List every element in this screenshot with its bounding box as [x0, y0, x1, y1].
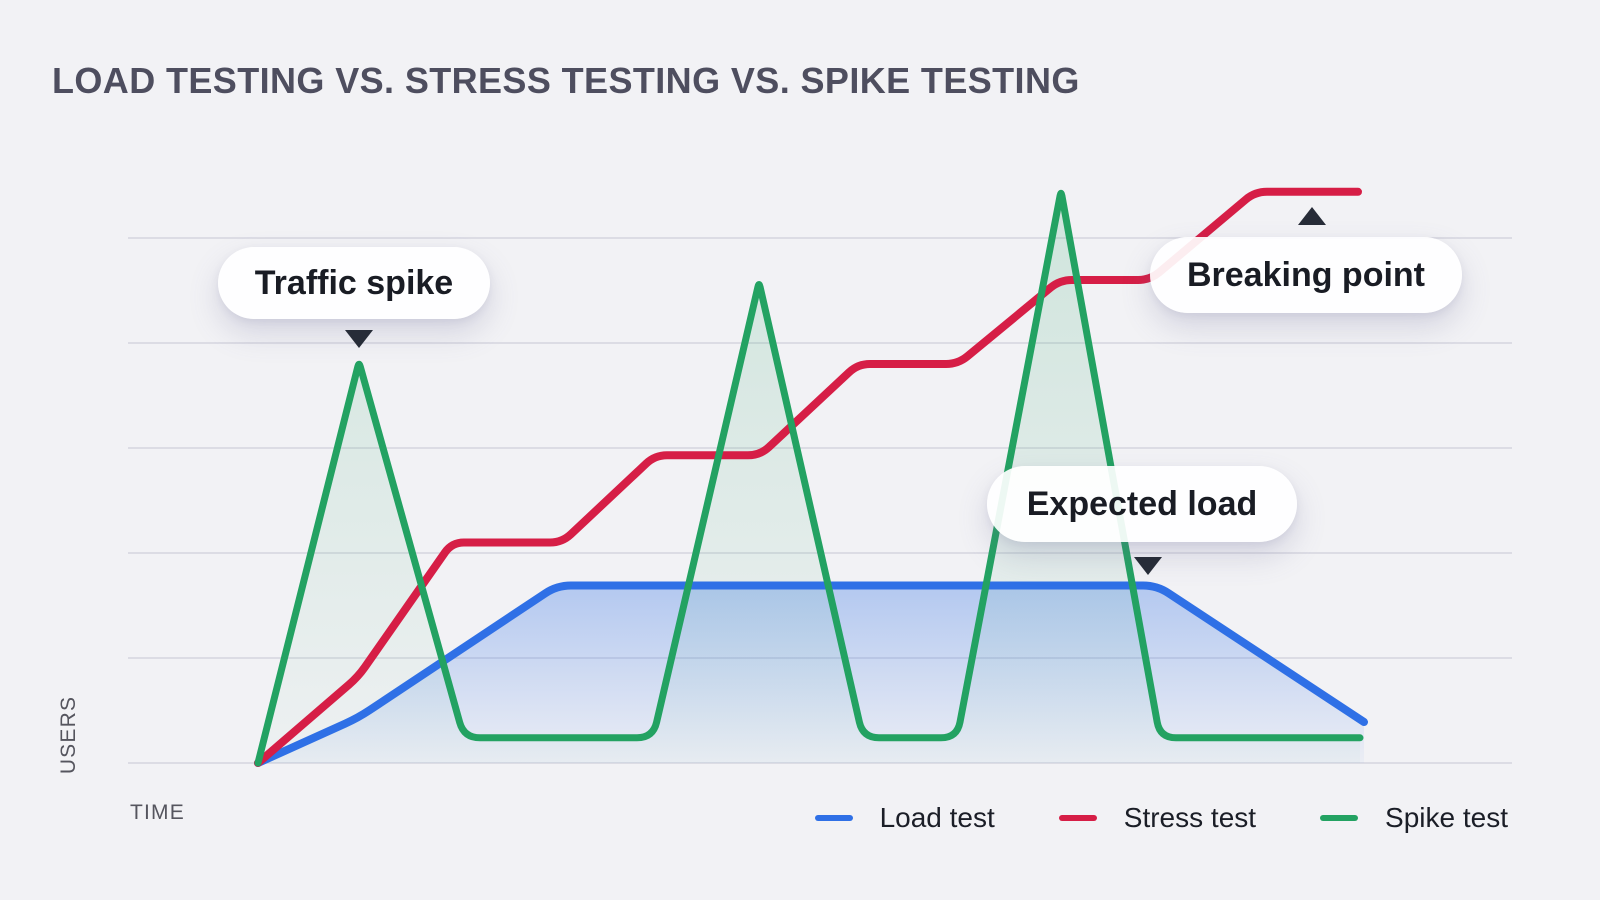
- breaking-point-pointer-up-icon: [1298, 207, 1326, 225]
- expected-load-pointer-down-icon: [1134, 557, 1162, 575]
- legend-item-stress-test: Stress test: [1058, 802, 1257, 834]
- legend-item-load-test: Load test: [814, 802, 995, 834]
- y-axis-label: USERS: [57, 695, 80, 775]
- page-title: LOAD TESTING VS. STRESS TESTING VS. SPIK…: [52, 60, 1080, 101]
- traffic-spike-pointer-down-icon: [345, 330, 373, 348]
- annotation-traffic-spike-label: Traffic spike: [254, 263, 454, 302]
- legend-label-load-test: Load test: [879, 802, 995, 833]
- stress-test-line: [254, 187, 1362, 767]
- legend-label-stress-test: Stress test: [1123, 802, 1257, 833]
- load-test-line-swatch: [814, 815, 853, 821]
- spike-test-line: [254, 189, 1364, 767]
- legend-label-spike-test: Spike test: [1385, 802, 1508, 833]
- annotation-expected-load: Expected load: [987, 466, 1297, 542]
- annotation-breaking-point-label: Breaking point: [1186, 255, 1426, 294]
- legend-item-spike-test: Spike test: [1320, 802, 1508, 834]
- annotation-breaking-point: Breaking point: [1150, 237, 1462, 313]
- load-test-line: [254, 581, 1368, 767]
- annotation-traffic-spike: Traffic spike: [218, 247, 490, 319]
- spike-test-line-swatch: [1320, 815, 1359, 821]
- annotation-expected-load-label: Expected load: [1026, 484, 1258, 523]
- series-lines: [254, 187, 1368, 767]
- stress-test-line-swatch: [1058, 815, 1097, 821]
- legend: Load test Stress test Spike test: [814, 797, 1508, 839]
- x-axis-label: TIME: [130, 801, 185, 824]
